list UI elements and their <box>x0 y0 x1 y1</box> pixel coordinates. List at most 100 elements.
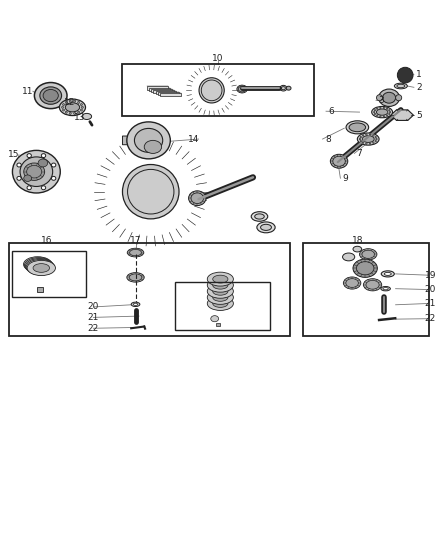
Ellipse shape <box>27 165 42 178</box>
Ellipse shape <box>17 163 21 167</box>
Ellipse shape <box>131 302 140 306</box>
Ellipse shape <box>199 78 224 103</box>
Text: 3: 3 <box>378 96 384 105</box>
Ellipse shape <box>377 95 382 101</box>
Ellipse shape <box>382 92 396 103</box>
Bar <box>153 90 174 93</box>
Text: 14: 14 <box>187 134 199 143</box>
Ellipse shape <box>353 259 378 277</box>
Bar <box>11 251 85 297</box>
Ellipse shape <box>257 222 275 233</box>
Ellipse shape <box>27 154 32 158</box>
Circle shape <box>377 108 378 109</box>
Ellipse shape <box>286 86 291 90</box>
Ellipse shape <box>41 154 46 158</box>
Ellipse shape <box>17 176 21 180</box>
Circle shape <box>376 139 377 140</box>
Ellipse shape <box>366 280 379 289</box>
Text: 22: 22 <box>425 314 436 323</box>
Circle shape <box>63 109 64 111</box>
Ellipse shape <box>333 156 345 166</box>
Ellipse shape <box>24 175 32 181</box>
Circle shape <box>386 115 388 116</box>
Circle shape <box>360 140 361 142</box>
Ellipse shape <box>364 279 381 291</box>
Bar <box>158 92 179 95</box>
Ellipse shape <box>27 186 32 190</box>
Ellipse shape <box>251 212 268 221</box>
Ellipse shape <box>353 246 362 252</box>
Ellipse shape <box>144 140 162 154</box>
Bar <box>37 287 43 292</box>
Bar <box>155 91 177 94</box>
Circle shape <box>366 134 367 135</box>
Circle shape <box>389 110 390 111</box>
Text: 20: 20 <box>425 285 436 294</box>
Circle shape <box>65 101 67 103</box>
Ellipse shape <box>360 249 377 260</box>
Circle shape <box>380 107 381 109</box>
Ellipse shape <box>51 176 56 180</box>
Ellipse shape <box>372 107 392 118</box>
Circle shape <box>375 140 376 142</box>
Circle shape <box>373 135 374 136</box>
Circle shape <box>65 111 67 113</box>
Text: 12: 12 <box>64 98 75 107</box>
Ellipse shape <box>43 90 58 102</box>
Ellipse shape <box>133 303 138 305</box>
Ellipse shape <box>26 260 55 274</box>
Ellipse shape <box>32 263 49 271</box>
Text: 11: 11 <box>22 87 33 96</box>
Ellipse shape <box>254 214 264 219</box>
Ellipse shape <box>24 163 45 180</box>
Bar <box>9 243 290 336</box>
Circle shape <box>78 101 80 103</box>
Circle shape <box>369 134 371 135</box>
Ellipse shape <box>379 89 399 107</box>
Ellipse shape <box>65 103 80 112</box>
Ellipse shape <box>31 262 48 271</box>
Ellipse shape <box>127 169 174 214</box>
Text: 16: 16 <box>41 236 52 245</box>
Ellipse shape <box>129 274 142 281</box>
Ellipse shape <box>384 272 391 276</box>
Ellipse shape <box>362 251 374 259</box>
Circle shape <box>373 142 374 143</box>
Ellipse shape <box>123 165 179 219</box>
Circle shape <box>360 136 361 138</box>
Ellipse shape <box>357 133 379 145</box>
Ellipse shape <box>24 257 52 272</box>
Text: 17: 17 <box>130 236 141 245</box>
Ellipse shape <box>189 191 206 206</box>
Circle shape <box>389 111 391 113</box>
Text: 5: 5 <box>416 111 422 119</box>
Ellipse shape <box>346 279 358 287</box>
Ellipse shape <box>20 157 53 187</box>
Ellipse shape <box>51 163 56 167</box>
Text: 10: 10 <box>212 54 224 63</box>
Ellipse shape <box>207 290 233 304</box>
Ellipse shape <box>207 278 233 292</box>
Circle shape <box>383 116 385 117</box>
Text: 13: 13 <box>74 113 85 122</box>
Polygon shape <box>123 132 142 149</box>
Ellipse shape <box>12 150 60 193</box>
Text: 22: 22 <box>88 324 99 333</box>
Circle shape <box>69 112 71 115</box>
Ellipse shape <box>127 122 170 159</box>
Bar <box>123 64 314 116</box>
Ellipse shape <box>60 99 85 116</box>
Circle shape <box>374 110 376 111</box>
Ellipse shape <box>397 84 405 88</box>
Ellipse shape <box>280 85 287 91</box>
Circle shape <box>62 106 64 108</box>
Circle shape <box>383 107 385 109</box>
Circle shape <box>386 108 388 109</box>
Circle shape <box>362 135 364 136</box>
Circle shape <box>81 103 82 106</box>
Ellipse shape <box>213 287 228 295</box>
Circle shape <box>374 111 375 113</box>
Circle shape <box>377 115 378 116</box>
Ellipse shape <box>191 193 204 204</box>
Ellipse shape <box>343 277 361 289</box>
